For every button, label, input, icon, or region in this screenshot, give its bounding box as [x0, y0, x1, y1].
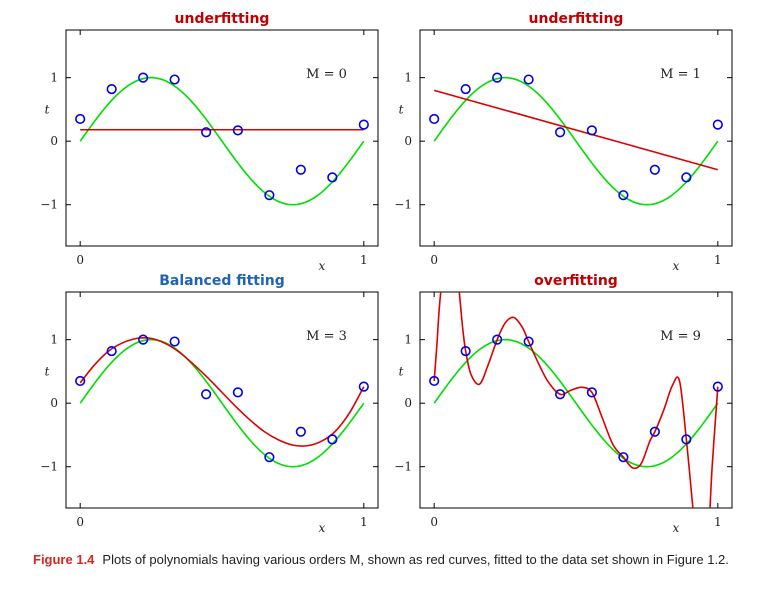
plot-frame [65, 291, 379, 509]
curves-group [433, 76, 719, 206]
sine-curve [79, 76, 365, 206]
data-point [169, 336, 180, 347]
y-tick-label: −1 [394, 460, 412, 474]
order-annotation: M = 3 [306, 329, 347, 344]
y-tick-label: 0 [404, 396, 412, 410]
y-tick-label: 0 [50, 396, 58, 410]
panel-title: Balanced fitting [159, 273, 285, 289]
x-tick-label: 1 [714, 253, 722, 267]
plot-frame [419, 29, 733, 247]
y-axis-label: t [399, 102, 404, 116]
data-point [232, 125, 243, 136]
panel-title: overfitting [534, 273, 618, 289]
caption-text: Plots of polynomials having various orde… [102, 552, 729, 567]
caption-label: Figure 1.4 [33, 552, 95, 567]
curves-group [79, 76, 365, 206]
chart-panel-2: underfitting −1 0 1 0 1 t x M = 1 [394, 11, 733, 273]
data-point [232, 387, 243, 398]
chart-panel-1: underfitting −1 0 1 0 1 t x M = 0 [40, 11, 379, 273]
data-point [75, 113, 86, 125]
fitted-curve [433, 292, 719, 508]
y-axis-label: t [45, 102, 50, 116]
curves-group [79, 336, 365, 468]
x-tick-label: 0 [430, 515, 438, 529]
chart-panel-3: Balanced fitting −1 0 1 0 1 t x M = 3 [40, 273, 379, 535]
data-point [264, 452, 275, 463]
fitted-curve [79, 336, 365, 447]
x-axis-label: x [318, 259, 325, 273]
data-point [75, 375, 86, 387]
data-point [586, 125, 597, 136]
data-point [618, 452, 629, 463]
data-point [358, 381, 369, 392]
x-tick-label: 0 [76, 253, 84, 267]
panel-title: underfitting [529, 11, 624, 27]
data-point [460, 83, 471, 95]
data-point [618, 190, 629, 201]
x-axis-label: x [318, 521, 325, 535]
x-tick-label: 0 [76, 515, 84, 529]
x-axis-label: x [672, 521, 679, 535]
data-point [586, 387, 597, 398]
x-tick-label: 0 [430, 253, 438, 267]
data-point [327, 434, 338, 445]
figure-canvas: underfitting −1 0 1 0 1 t x M = 0 underfitting −1 0… [40, 11, 733, 535]
data-point [106, 83, 117, 95]
data-point [138, 334, 149, 345]
data-point [492, 72, 503, 83]
data-point [429, 375, 440, 387]
data-point [555, 389, 566, 400]
data-point [555, 127, 566, 138]
x-tick-label: 1 [714, 515, 722, 529]
sine-curve [433, 76, 719, 206]
figure-caption: Figure 1.4 Plots of polynomials having va… [33, 551, 753, 568]
plot-frame [65, 29, 379, 247]
data-point [492, 334, 503, 345]
data-point [681, 172, 692, 183]
order-annotation: M = 1 [660, 67, 701, 82]
y-tick-label: −1 [394, 198, 412, 212]
y-tick-label: 0 [404, 134, 412, 148]
order-annotation: M = 9 [660, 329, 701, 344]
plot-frame [419, 291, 733, 509]
fitted-curve [433, 89, 719, 171]
data-point [649, 426, 660, 437]
x-tick-label: 1 [360, 515, 368, 529]
y-tick-label: 0 [50, 134, 58, 148]
data-point [201, 127, 212, 138]
order-annotation: M = 0 [306, 67, 347, 82]
data-point [138, 72, 149, 83]
data-point [429, 113, 440, 125]
data-point [649, 164, 660, 175]
y-tick-label: 1 [50, 333, 58, 347]
data-point [201, 389, 212, 400]
data-point [523, 74, 534, 85]
chart-panel-4: overfitting −1 0 1 0 1 t x M = 9 [394, 273, 733, 535]
x-tick-label: 1 [360, 253, 368, 267]
y-tick-label: −1 [40, 460, 58, 474]
data-point [681, 434, 692, 445]
data-point [264, 190, 275, 201]
y-axis-label: t [45, 364, 50, 378]
data-point [523, 336, 534, 347]
y-tick-label: 1 [404, 71, 412, 85]
y-axis-label: t [399, 364, 404, 378]
data-point [460, 345, 471, 357]
y-tick-label: 1 [50, 71, 58, 85]
sine-curve [433, 338, 719, 468]
data-point [106, 345, 117, 357]
data-point [295, 164, 306, 175]
x-axis-label: x [672, 259, 679, 273]
data-point [169, 74, 180, 85]
y-tick-label: 1 [404, 333, 412, 347]
data-point [327, 172, 338, 183]
curves-group [433, 292, 719, 508]
sine-curve [79, 338, 365, 468]
data-point [358, 119, 369, 130]
data-point [712, 119, 723, 130]
data-point [712, 381, 723, 392]
panel-title: underfitting [175, 11, 270, 27]
data-point [295, 426, 306, 437]
y-tick-label: −1 [40, 198, 58, 212]
